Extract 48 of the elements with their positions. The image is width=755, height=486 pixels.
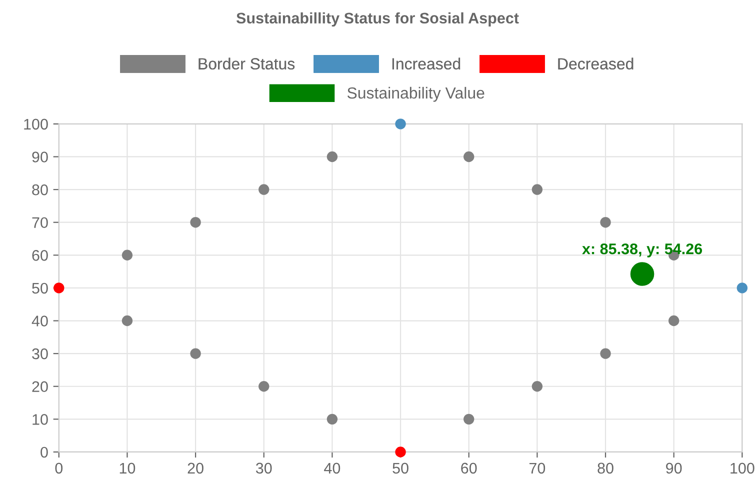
x-tick-label: 60 xyxy=(461,462,477,474)
x-tick-label: 30 xyxy=(256,462,272,474)
point xyxy=(190,216,201,228)
x-tick-label: 50 xyxy=(392,462,408,474)
y-tick-label: 80 xyxy=(32,184,48,196)
x-tick-label: 100 xyxy=(730,462,754,474)
point xyxy=(326,414,338,425)
annotation: x: 85.38, y: 54.26 xyxy=(582,243,702,258)
x-tick-label: 0 xyxy=(55,462,63,474)
legend-label: Sustainability Value xyxy=(347,86,484,102)
x-tick-label: 40 xyxy=(324,462,340,474)
point xyxy=(532,381,543,392)
point xyxy=(395,118,406,130)
y-tick-label: 10 xyxy=(32,414,48,425)
point xyxy=(54,282,64,294)
point xyxy=(122,315,133,326)
legend-label: Decreased xyxy=(558,58,634,70)
x-tick-label: 20 xyxy=(188,462,204,474)
chart-title: Sustainabillity Status for Sosial Aspect xyxy=(236,12,519,27)
y-tick-label: 60 xyxy=(32,250,48,261)
point xyxy=(532,184,543,195)
point xyxy=(464,414,474,425)
legend-label: Increased xyxy=(392,58,460,70)
point xyxy=(736,282,748,294)
y-tick-label: 50 xyxy=(32,282,48,294)
y-tick-label: 40 xyxy=(32,316,48,326)
point xyxy=(600,348,611,359)
point xyxy=(326,151,338,162)
point xyxy=(600,216,611,228)
point xyxy=(630,262,654,286)
y-tick-label: 20 xyxy=(32,381,48,392)
x-tick-label: 80 xyxy=(598,462,614,474)
x-tick-label: 70 xyxy=(529,462,546,474)
y-tick-label: 0 xyxy=(40,446,48,458)
x-tick-label: 90 xyxy=(666,462,682,474)
y-tick-label: 70 xyxy=(32,217,48,228)
point xyxy=(190,348,201,359)
x-tick-label: 10 xyxy=(120,462,136,474)
point xyxy=(668,315,680,326)
point xyxy=(464,151,474,162)
point xyxy=(258,381,270,392)
point xyxy=(258,184,270,195)
point xyxy=(395,446,406,458)
y-tick-label: 30 xyxy=(32,348,48,360)
point xyxy=(122,250,133,261)
legend-label: Border Status xyxy=(198,58,295,70)
y-tick-label: 100 xyxy=(24,118,48,130)
y-tick-label: 90 xyxy=(32,152,48,162)
